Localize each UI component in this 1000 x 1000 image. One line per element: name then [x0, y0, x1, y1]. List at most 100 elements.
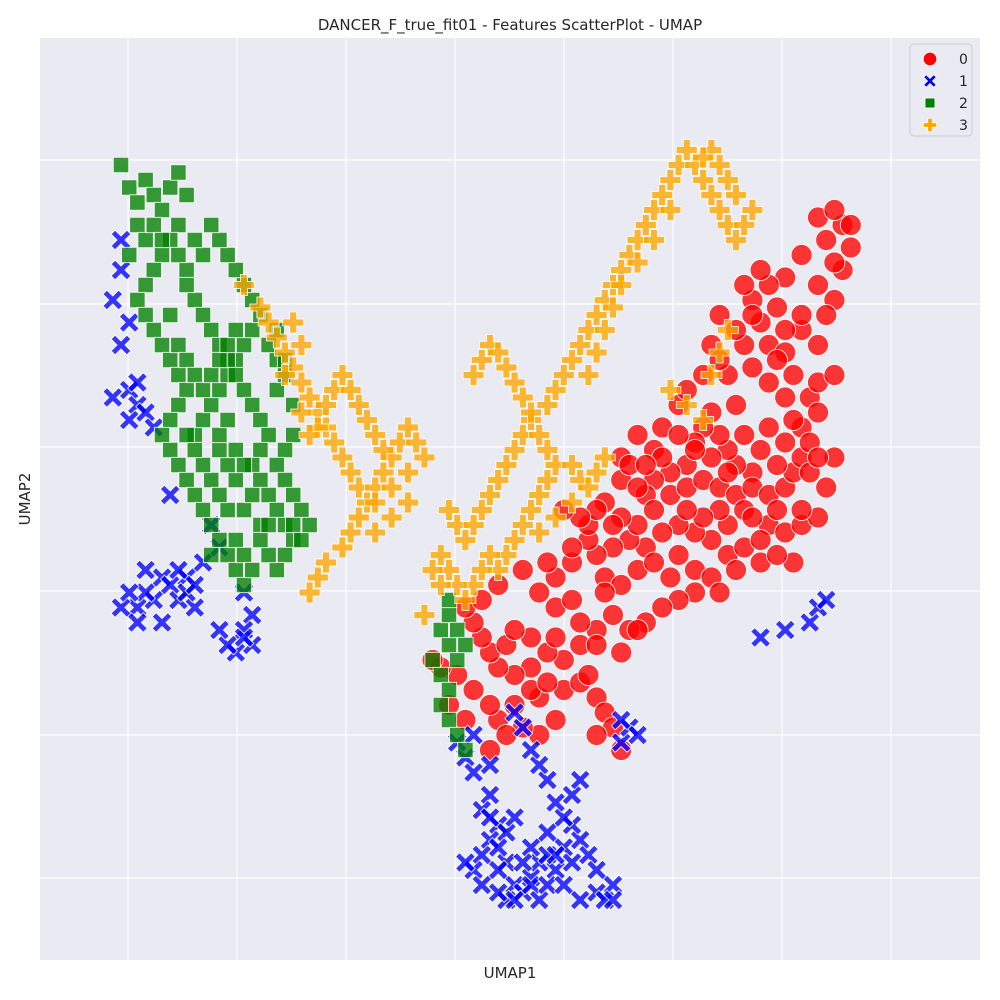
data-point-series-3: [397, 491, 419, 514]
data-point-series-0: [766, 296, 788, 319]
data-point-series-2: [194, 246, 212, 264]
data-point-series-2: [244, 486, 261, 504]
data-point-series-2: [457, 741, 474, 759]
data-point-series-1: [610, 732, 632, 753]
data-point-series-2: [203, 321, 220, 339]
data-point-series-0: [733, 424, 756, 446]
data-point-series-3: [684, 154, 706, 176]
data-point-series-2: [129, 291, 146, 309]
data-point-series-2: [211, 381, 228, 399]
data-point-series-3: [323, 431, 346, 454]
data-point-series-3: [356, 409, 378, 431]
data-point-series-3: [479, 544, 501, 566]
data-point-series-3: [446, 514, 469, 536]
data-point-series-2: [219, 336, 236, 354]
data-point-series-0: [503, 619, 526, 641]
data-point-series-1: [586, 859, 607, 881]
data-point-series-2: [219, 501, 236, 519]
data-point-series-2: [235, 381, 253, 399]
data-point-series-1: [561, 784, 583, 806]
data-point-series-0: [790, 304, 813, 326]
data-point-series-0: [766, 499, 788, 521]
data-point-series-2: [244, 396, 261, 414]
data-point-series-2: [260, 486, 277, 504]
data-point-series-1: [455, 852, 476, 873]
data-point-series-1: [602, 889, 624, 911]
data-point-series-3: [528, 521, 551, 544]
data-point-series-3: [561, 349, 583, 371]
data-point-series-0: [807, 446, 829, 469]
data-point-series-1: [118, 312, 140, 333]
data-point-series-0: [561, 589, 583, 611]
data-point-series-2: [211, 426, 228, 444]
data-point-series-0: [839, 236, 862, 259]
data-point-series-2: [121, 179, 138, 196]
data-point-series-2: [293, 531, 310, 549]
data-point-series-2: [457, 636, 474, 654]
data-point-series-3: [585, 304, 608, 326]
data-point-series-3: [692, 146, 715, 169]
series-0: [421, 199, 862, 761]
data-point-series-2: [293, 501, 310, 519]
data-point-series-1: [184, 574, 206, 596]
data-point-series-0: [626, 424, 649, 446]
data-point-series-0: [684, 439, 706, 461]
data-point-series-0: [757, 416, 780, 439]
data-point-series-0: [536, 671, 559, 694]
data-point-series-0: [659, 566, 682, 589]
y-axis-label: UMAP2: [16, 473, 34, 526]
data-point-series-2: [227, 531, 244, 549]
data-point-series-0: [643, 499, 665, 521]
data-point-series-3: [700, 139, 723, 161]
data-point-series-3: [331, 536, 354, 559]
data-point-series-3: [397, 461, 419, 484]
data-point-series-3: [716, 169, 739, 191]
data-point-series-2: [194, 381, 212, 399]
data-point-series-3: [380, 506, 403, 529]
data-point-series-2: [227, 561, 244, 579]
data-point-series-2: [178, 351, 195, 369]
data-point-series-0: [528, 581, 551, 604]
data-point-series-3: [397, 416, 419, 439]
data-point-series-0: [749, 439, 772, 461]
data-point-series-2: [252, 411, 269, 429]
data-point-series-2: [129, 216, 146, 234]
data-point-series-3: [708, 341, 731, 364]
data-point-series-3: [577, 364, 600, 386]
data-point-series-3: [315, 394, 337, 416]
data-point-series-2: [211, 351, 228, 369]
data-point-series-0: [602, 604, 624, 626]
data-point-series-3: [667, 154, 690, 176]
data-point-series-2: [137, 231, 154, 249]
data-point-series-2: [440, 681, 458, 699]
data-point-series-3: [511, 386, 534, 409]
data-point-series-3: [479, 484, 501, 506]
data-point-series-2: [162, 179, 179, 196]
data-point-series-3: [708, 199, 731, 221]
data-point-series-2: [178, 471, 195, 489]
data-point-series-3: [380, 476, 403, 499]
legend-marker-2: [924, 97, 936, 109]
data-point-series-1: [135, 559, 156, 581]
data-point-series-2: [170, 396, 187, 414]
data-point-series-1: [528, 889, 550, 911]
data-point-series-3: [552, 364, 575, 386]
data-point-series-3: [306, 416, 329, 439]
data-point-series-3: [429, 544, 452, 566]
data-point-series-1: [602, 874, 624, 896]
data-point-series-3: [372, 439, 395, 461]
data-point-series-1: [102, 387, 124, 408]
data-point-series-3: [331, 364, 354, 386]
data-point-series-3: [257, 311, 280, 334]
data-point-series-0: [741, 356, 764, 379]
data-point-series-0: [774, 386, 797, 409]
data-point-series-3: [454, 589, 477, 611]
legend-label-2: 2: [959, 96, 968, 112]
data-point-series-0: [569, 611, 592, 634]
data-point-series-0: [495, 724, 518, 746]
data-point-series-0: [749, 259, 772, 281]
data-point-series-1: [815, 589, 837, 611]
data-point-series-3: [290, 334, 313, 356]
data-point-series-2: [170, 164, 187, 181]
data-point-series-0: [815, 476, 838, 499]
